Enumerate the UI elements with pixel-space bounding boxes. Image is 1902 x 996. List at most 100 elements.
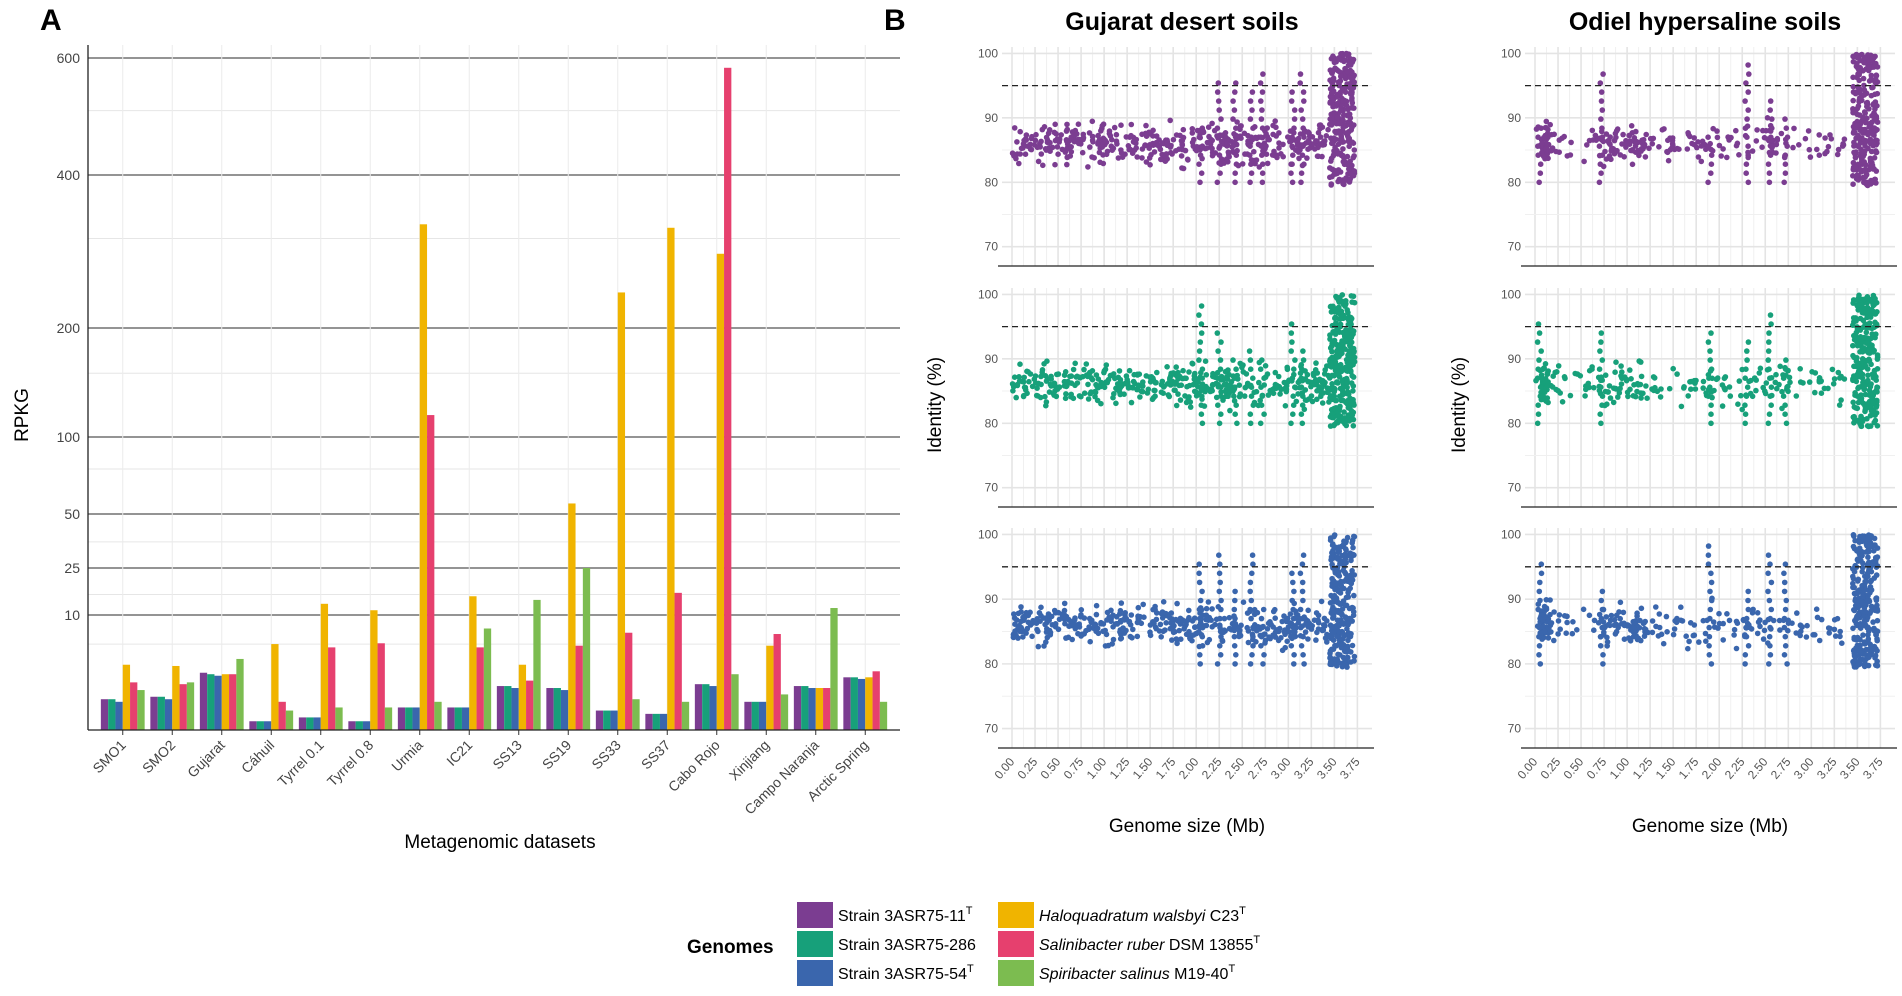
x-tick-label: SS33 xyxy=(588,737,624,773)
data-point xyxy=(1568,139,1574,146)
data-point xyxy=(1198,321,1205,327)
data-point xyxy=(1762,388,1768,395)
data-point xyxy=(1856,539,1863,545)
data-point xyxy=(1055,626,1062,633)
data-point xyxy=(1198,384,1205,391)
data-point xyxy=(1874,648,1880,654)
data-point xyxy=(1700,378,1707,385)
data-point xyxy=(1647,135,1654,142)
data-point xyxy=(1238,622,1244,629)
legend-label-strain: M19-40 xyxy=(1170,966,1229,983)
data-point xyxy=(1642,618,1648,625)
data-point xyxy=(1850,377,1856,384)
data-point xyxy=(1866,626,1873,633)
data-point xyxy=(1217,579,1223,586)
data-point xyxy=(1244,383,1250,390)
data-point xyxy=(1247,357,1254,363)
data-point xyxy=(1335,651,1341,658)
data-point xyxy=(1259,393,1265,400)
data-point xyxy=(1708,597,1715,604)
data-point xyxy=(1257,397,1263,404)
data-point xyxy=(1258,402,1265,409)
data-point xyxy=(1150,127,1156,134)
data-point xyxy=(1343,130,1350,136)
data-point xyxy=(1760,127,1766,134)
data-point xyxy=(1870,375,1877,381)
data-point xyxy=(1290,393,1296,400)
data-point xyxy=(1248,384,1255,391)
data-point xyxy=(1684,146,1691,152)
data-point xyxy=(1706,633,1713,640)
data-point xyxy=(1773,371,1779,378)
data-point xyxy=(1249,107,1255,113)
data-point xyxy=(1860,127,1867,133)
data-point xyxy=(1116,368,1123,374)
data-point xyxy=(1344,330,1350,337)
data-point xyxy=(1299,420,1306,427)
data-point xyxy=(1545,399,1551,406)
data-point xyxy=(1232,89,1238,95)
data-point xyxy=(1765,552,1772,558)
data-point xyxy=(1784,661,1790,667)
data-point xyxy=(1317,134,1324,140)
data-point xyxy=(1290,152,1296,158)
data-point xyxy=(1633,138,1640,145)
bar xyxy=(830,608,838,730)
data-point xyxy=(1855,662,1862,668)
data-point xyxy=(1580,606,1587,613)
data-point xyxy=(1767,312,1774,318)
data-point xyxy=(1766,339,1772,345)
data-point xyxy=(1217,366,1224,373)
data-point xyxy=(1765,348,1772,354)
data-point xyxy=(1569,630,1576,637)
data-point xyxy=(1838,397,1844,403)
data-point xyxy=(1259,89,1266,95)
data-point xyxy=(1851,109,1858,115)
data-point xyxy=(1336,55,1342,61)
data-point xyxy=(1599,107,1606,113)
data-point xyxy=(1079,631,1086,638)
data-point xyxy=(1259,125,1266,131)
data-point xyxy=(1291,588,1297,595)
data-point xyxy=(1874,617,1881,624)
data-point xyxy=(1331,59,1338,66)
bar xyxy=(709,686,717,730)
scatter-facets: 7080901007080901007080901000.000.250.500… xyxy=(978,46,1897,782)
data-point xyxy=(1163,620,1169,626)
data-point xyxy=(1340,620,1347,626)
data-point xyxy=(1140,383,1146,389)
data-point xyxy=(1315,620,1322,626)
data-point xyxy=(1695,154,1702,160)
data-point xyxy=(1840,141,1846,147)
data-point xyxy=(1045,611,1052,617)
data-point xyxy=(1073,622,1080,628)
data-point xyxy=(1742,411,1749,418)
data-point xyxy=(1763,380,1770,386)
data-point xyxy=(1768,134,1774,140)
data-point xyxy=(1743,615,1750,622)
data-point xyxy=(1041,643,1047,649)
data-point xyxy=(1874,64,1881,70)
data-point xyxy=(1598,98,1605,104)
data-point xyxy=(1767,375,1773,382)
data-point xyxy=(1854,355,1860,361)
data-point xyxy=(1112,375,1118,382)
bar xyxy=(766,645,774,730)
data-point xyxy=(1731,626,1738,633)
bar xyxy=(610,710,618,730)
panel-b-scatter-grid: Gujarat desert soils Odiel hypersaline s… xyxy=(925,8,1897,837)
data-point xyxy=(1617,152,1624,158)
data-point xyxy=(1041,124,1048,130)
data-point xyxy=(1069,636,1075,643)
bar xyxy=(306,717,314,730)
data-point xyxy=(1242,151,1248,157)
facet-x-tick-label: 3.75 xyxy=(1860,755,1886,782)
data-point xyxy=(1253,639,1259,645)
data-point xyxy=(1205,124,1212,130)
data-point xyxy=(1311,617,1318,623)
bar xyxy=(469,596,477,730)
data-point xyxy=(1616,390,1623,396)
data-point xyxy=(1868,148,1875,155)
data-point xyxy=(1638,373,1645,380)
data-point xyxy=(1134,633,1141,640)
